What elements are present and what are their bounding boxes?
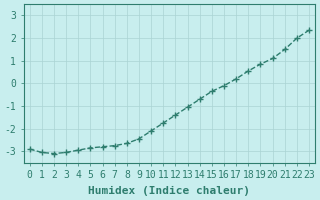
X-axis label: Humidex (Indice chaleur): Humidex (Indice chaleur) xyxy=(88,186,250,196)
